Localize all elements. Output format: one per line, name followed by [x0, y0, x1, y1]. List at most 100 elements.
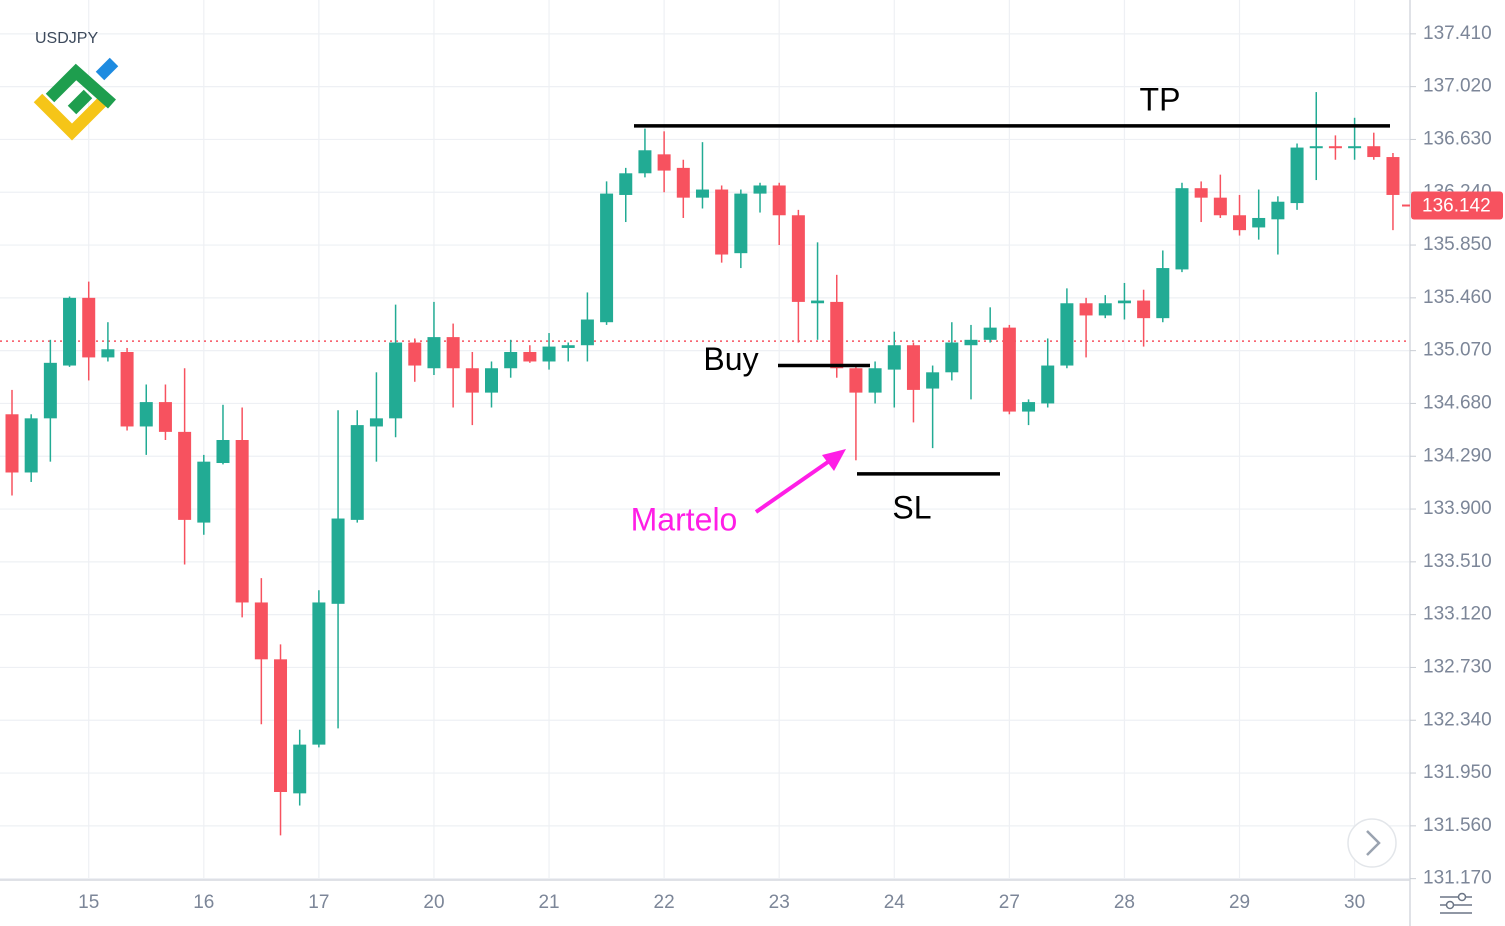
- candle-body: [676, 167, 690, 198]
- candle-body: [446, 337, 460, 369]
- settings-knob: [1457, 892, 1467, 902]
- last-price-box: [1411, 191, 1503, 220]
- y-tick-label: 132.340: [1423, 709, 1492, 730]
- x-tick-label: 22: [654, 892, 675, 913]
- logo-yellow: [33, 93, 111, 141]
- x-tick-label: 17: [308, 892, 329, 913]
- candle-body: [638, 150, 652, 174]
- candle-body: [82, 297, 96, 358]
- candle-body: [791, 215, 805, 302]
- candle-body: [1233, 215, 1247, 231]
- y-tick-label: 131.950: [1423, 762, 1492, 783]
- scroll-right-button[interactable]: [1347, 818, 1397, 868]
- candle-body: [1386, 157, 1400, 195]
- annotation-label: SL: [892, 489, 931, 525]
- candle-body: [408, 342, 422, 366]
- settings-knob: [1445, 900, 1455, 910]
- candle-body: [120, 352, 134, 427]
- candle-body: [254, 602, 268, 660]
- logo-green: [45, 63, 116, 109]
- y-tick-label: 133.900: [1423, 498, 1492, 519]
- candle-body: [504, 352, 518, 369]
- candle-body: [139, 402, 153, 427]
- candle-body: [216, 440, 230, 464]
- y-tick-label: 134.680: [1423, 392, 1492, 413]
- y-tick-label: 134.290: [1423, 445, 1492, 466]
- x-tick-label: 30: [1344, 892, 1365, 913]
- x-tick-label: 28: [1114, 892, 1135, 913]
- candle-body: [964, 339, 978, 346]
- logo: [33, 57, 119, 141]
- x-tick-label: 23: [769, 892, 790, 913]
- axes: 131.170 131.560 131.950 132.340 132.730 133.1…: [78, 23, 1503, 913]
- candle-body: [350, 425, 364, 520]
- candle-body: [1002, 327, 1016, 412]
- candle-body: [830, 301, 844, 369]
- candle-body: [1060, 303, 1074, 366]
- candle-body: [600, 193, 614, 323]
- annotation-arrow: [754, 453, 840, 514]
- candle-body: [1117, 300, 1131, 304]
- candle-body: [1175, 188, 1189, 270]
- candle-body: [695, 189, 709, 198]
- candle-body: [868, 368, 882, 393]
- candle-body: [753, 185, 767, 194]
- y-tick-label: 131.170: [1423, 868, 1492, 889]
- candle-body: [849, 368, 863, 393]
- candle-body: [24, 418, 38, 473]
- candle-body: [197, 461, 211, 523]
- x-tick-label: 20: [423, 892, 444, 913]
- symbol: USDJPY: [35, 30, 98, 47]
- candle-body: [926, 372, 940, 389]
- candle-body: [1041, 365, 1055, 404]
- candle-body: [293, 744, 307, 794]
- candle-body: [561, 345, 575, 348]
- x-tick-label: 29: [1229, 892, 1250, 913]
- candle-body: [657, 154, 671, 171]
- candle-body: [1156, 268, 1170, 319]
- candle-body: [178, 431, 192, 520]
- annotations: TP Buy SL Martelo: [631, 81, 1390, 537]
- settings-button[interactable]: [1440, 892, 1472, 914]
- x-tick-label: 27: [999, 892, 1020, 913]
- candle-body: [887, 345, 901, 370]
- candle-body: [427, 337, 441, 369]
- candle-body: [811, 300, 825, 304]
- candle-body: [1194, 188, 1208, 198]
- candle-body: [1367, 146, 1381, 158]
- candle-body: [5, 414, 19, 473]
- logo-green-2: [67, 89, 93, 115]
- candle-body: [1309, 146, 1323, 149]
- candle-body: [1252, 217, 1266, 228]
- candle-body: [715, 189, 729, 255]
- candles: [5, 92, 1400, 836]
- candle-body: [43, 362, 57, 419]
- logo-blue: [95, 57, 119, 81]
- candle-body: [1328, 146, 1342, 149]
- x-tick-label: 21: [538, 892, 559, 913]
- annotation-label: Martelo: [631, 501, 738, 537]
- candle-body: [101, 349, 115, 358]
- y-tick-label: 135.460: [1423, 287, 1492, 308]
- annotation-arrowhead: [822, 449, 846, 471]
- candle-body: [945, 342, 959, 373]
- x-tick-label: 24: [884, 892, 906, 913]
- y-tick-label: 132.730: [1423, 656, 1492, 677]
- x-tick-label: 15: [78, 892, 99, 913]
- annotation-label: Buy: [703, 341, 758, 377]
- candle-body: [772, 185, 786, 216]
- last-price-label: 136.142: [1422, 196, 1491, 217]
- candle-body: [331, 518, 345, 604]
- candle-body: [542, 346, 556, 362]
- candle-body: [465, 368, 479, 393]
- button-circle[interactable]: [1347, 818, 1397, 868]
- candle-body: [734, 193, 748, 254]
- y-tick-label: 136.630: [1423, 128, 1492, 149]
- button-chevron: [1366, 830, 1381, 856]
- candle-body: [1079, 303, 1093, 316]
- annotation-label: TP: [1140, 81, 1181, 117]
